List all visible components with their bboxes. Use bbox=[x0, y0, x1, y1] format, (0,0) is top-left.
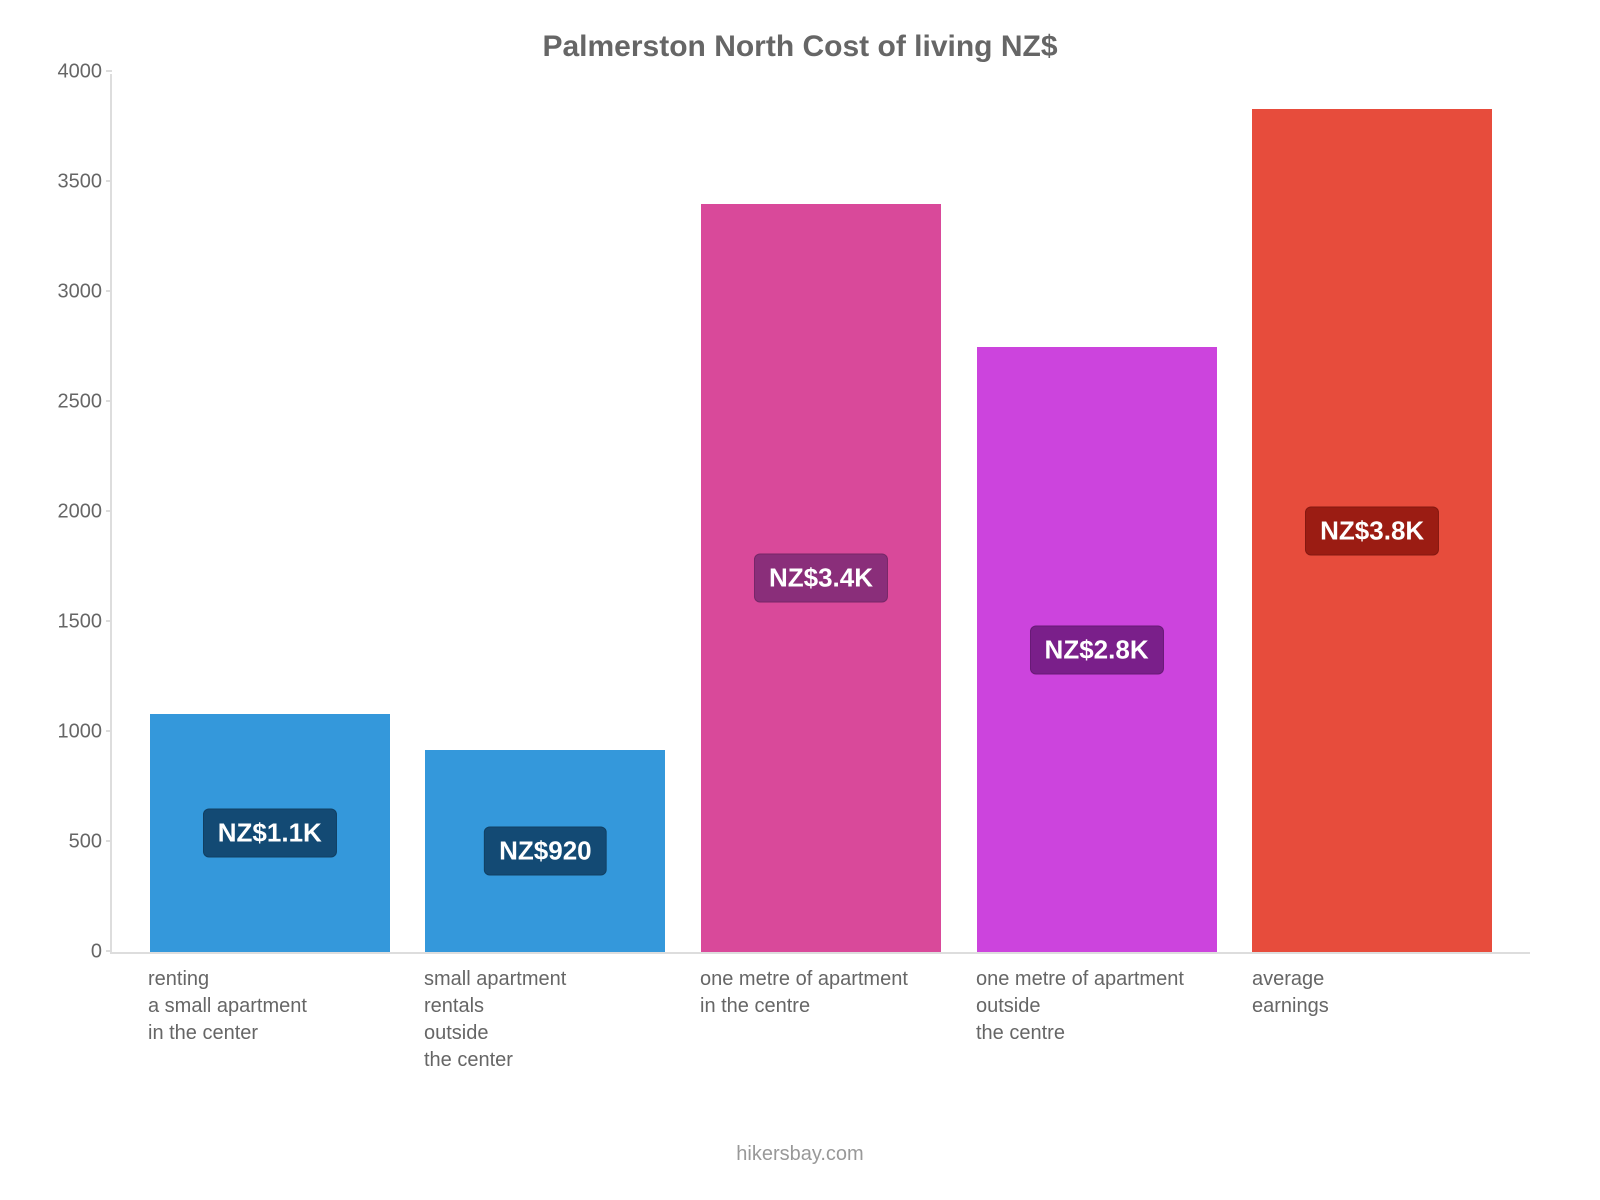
bar-value-label: NZ$1.1K bbox=[203, 809, 337, 858]
y-tick-label: 2500 bbox=[42, 391, 102, 414]
y-tick-label: 0 bbox=[42, 941, 102, 964]
y-tick-mark bbox=[106, 70, 112, 72]
bar-slot: NZ$920 bbox=[408, 74, 684, 952]
chart-container: Palmerston North Cost of living NZ$ NZ$1… bbox=[0, 0, 1600, 1200]
plot-area: NZ$1.1KNZ$920NZ$3.4KNZ$2.8KNZ$3.8K 05001… bbox=[110, 74, 1530, 954]
bar-value-label: NZ$3.8K bbox=[1305, 506, 1439, 555]
y-tick-label: 2000 bbox=[42, 501, 102, 524]
y-tick-label: 4000 bbox=[42, 61, 102, 84]
y-tick-mark bbox=[106, 840, 112, 842]
bar-slot: NZ$3.4K bbox=[683, 74, 959, 952]
x-axis-labels: rentinga small apartmentin the centersma… bbox=[110, 954, 1530, 1074]
y-tick-mark bbox=[106, 730, 112, 732]
bar-value-label: NZ$920 bbox=[484, 826, 607, 875]
y-tick-label: 3500 bbox=[42, 171, 102, 194]
bar: NZ$3.4K bbox=[701, 204, 941, 952]
bar-slot: NZ$3.8K bbox=[1234, 74, 1510, 952]
bar: NZ$3.8K bbox=[1252, 109, 1492, 952]
x-tick-label: small apartmentrentalsoutsidethe center bbox=[414, 966, 674, 1074]
x-tick-label: averageearnings bbox=[1242, 966, 1502, 1074]
y-tick-mark bbox=[106, 290, 112, 292]
y-tick-label: 3000 bbox=[42, 281, 102, 304]
y-tick-label: 1500 bbox=[42, 611, 102, 634]
y-tick-mark bbox=[106, 180, 112, 182]
y-tick-label: 500 bbox=[42, 831, 102, 854]
attribution-text: hikersbay.com bbox=[0, 1143, 1600, 1166]
x-tick-label: one metre of apartmentoutsidethe centre bbox=[966, 966, 1226, 1074]
y-tick-mark bbox=[106, 510, 112, 512]
chart-title: Palmerston North Cost of living NZ$ bbox=[40, 30, 1560, 64]
bar: NZ$2.8K bbox=[977, 347, 1217, 952]
y-tick-mark bbox=[106, 950, 112, 952]
y-tick-mark bbox=[106, 400, 112, 402]
bar: NZ$920 bbox=[425, 750, 665, 952]
x-tick-label: rentinga small apartmentin the center bbox=[138, 966, 398, 1074]
bar-slot: NZ$1.1K bbox=[132, 74, 408, 952]
bar: NZ$1.1K bbox=[150, 714, 390, 952]
x-tick-label: one metre of apartmentin the centre bbox=[690, 966, 950, 1074]
y-tick-mark bbox=[106, 620, 112, 622]
bar-value-label: NZ$2.8K bbox=[1030, 625, 1164, 674]
bar-value-label: NZ$3.4K bbox=[754, 554, 888, 603]
bars-group: NZ$1.1K NZ$920 NZ$3.4K NZ$2.8K NZ$3.8K bbox=[112, 74, 1530, 952]
bar-slot: NZ$2.8K bbox=[959, 74, 1235, 952]
y-tick-label: 1000 bbox=[42, 721, 102, 744]
